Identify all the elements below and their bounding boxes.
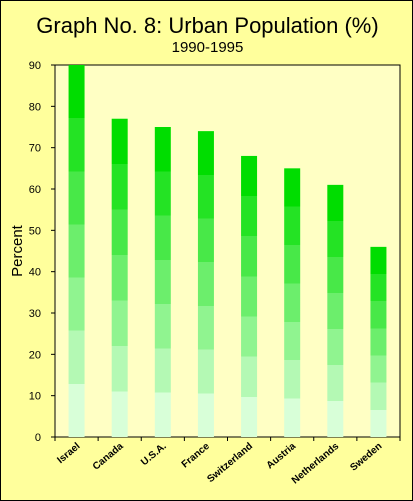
bar-netherlands (327, 184, 344, 437)
x-category-label: Israel (55, 441, 82, 466)
y-tick-label: 60 (29, 184, 41, 196)
y-tick-label: 10 (29, 391, 41, 403)
x-category-label: France (180, 441, 213, 471)
bar-canada (111, 118, 128, 437)
bar-france (197, 131, 214, 437)
x-category-label: Netherlands (290, 441, 342, 487)
x-category-label: Canada (91, 441, 126, 473)
y-tick-label: 40 (29, 267, 41, 279)
bar-israel (68, 65, 85, 437)
y-tick-label: 20 (29, 349, 41, 361)
x-category-label: U.S.A. (139, 441, 169, 468)
y-tick-label: 50 (29, 225, 41, 237)
y-tick-label: 30 (29, 308, 41, 320)
bar-u-s-a- (154, 127, 171, 437)
chart-title: Graph No. 8: Urban Population (%) (36, 13, 379, 38)
x-category-label: Sweden (348, 441, 384, 474)
y-tick-label: 70 (29, 143, 41, 155)
y-axis-title: Percent (9, 224, 26, 277)
x-category-label: Switzerland (205, 441, 255, 485)
y-tick-label: 80 (29, 101, 41, 113)
chart-subtitle: 1990-1995 (171, 39, 244, 56)
bar-sweden (370, 246, 387, 437)
y-tick-label: 90 (29, 60, 41, 72)
plot-area (54, 64, 401, 438)
y-tick-label: 0 (35, 432, 41, 444)
x-category-label: Austria (265, 441, 299, 472)
bar-austria (284, 168, 301, 438)
bar-switzerland (241, 155, 258, 437)
